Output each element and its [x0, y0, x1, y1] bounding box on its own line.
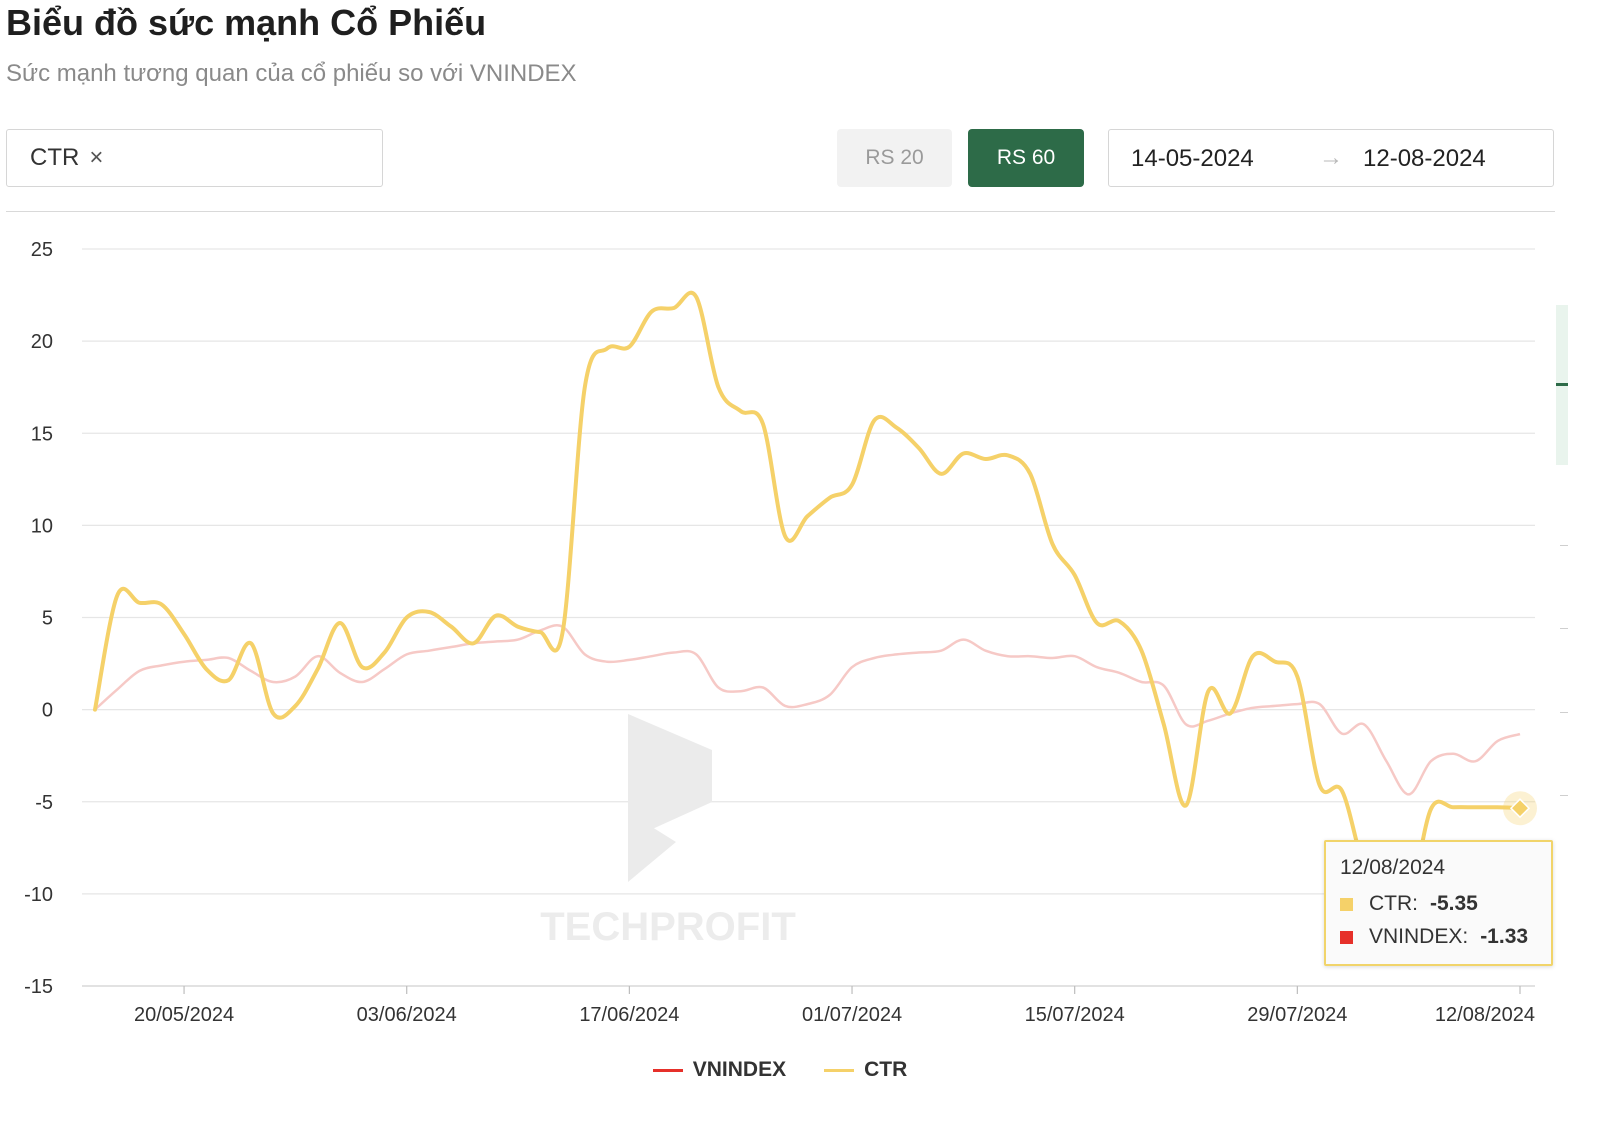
y-tick-label: -15: [24, 976, 53, 998]
rs20-button[interactable]: RS 20: [837, 129, 952, 187]
y-tick-label: 15: [31, 423, 53, 445]
page-subtitle: Sức mạnh tương quan của cổ phiếu so với …: [6, 60, 577, 87]
series-layer: [93, 290, 1522, 917]
rs-line-chart[interactable]: 25 20 15 10 5 0 -5 -10 -15 20/05/2024 03/06/2024 17…: [0, 222, 1560, 1052]
tooltip-value-vnindex: -1.33: [1480, 925, 1529, 948]
chart-tooltip: 12/08/2024 CTR: -5.35 VNINDEX: -1.33: [1324, 840, 1553, 966]
tooltip-date: 12/08/2024: [1340, 856, 1446, 879]
end-date-input[interactable]: 12-08-2024: [1363, 145, 1486, 172]
x-tick-label: 20/05/2024: [134, 1004, 234, 1026]
marker-layer: [1503, 791, 1537, 826]
x-tick-label: 01/07/2024: [802, 1004, 902, 1026]
date-range-picker[interactable]: 14-05-2024 → 12-08-2024: [1108, 129, 1554, 187]
x-tick-label: 29/07/2024: [1247, 1004, 1347, 1026]
side-scroll-thumb[interactable]: [1556, 383, 1568, 386]
tooltip-swatch-vnindex: [1340, 930, 1353, 944]
x-tick-label: 15/07/2024: [1025, 1004, 1125, 1026]
ticker-tag: CTR: [30, 144, 80, 171]
x-tick-label: 12/08/2024: [1435, 1004, 1535, 1026]
series-line-ctr: [93, 290, 1522, 917]
chart-legend: VNINDEX CTR: [0, 1058, 1560, 1082]
tooltip-value-ctr: -5.35: [1430, 892, 1478, 915]
watermark-logo: TECHPROFIT: [540, 714, 796, 949]
rs60-button[interactable]: RS 60: [968, 129, 1084, 187]
x-tick-label: 03/06/2024: [357, 1004, 457, 1026]
y-tick-label: -10: [24, 884, 53, 906]
tooltip-row-vnindex: VNINDEX: -1.33: [1340, 925, 1528, 949]
edge-tick: [1560, 628, 1568, 629]
tooltip-swatch-ctr: [1340, 897, 1353, 911]
y-tick-label: 20: [31, 331, 53, 353]
y-tick-label: 25: [31, 239, 53, 261]
grid-layer: 25 20 15 10 5 0 -5 -10 -15 20/05/2024 03/06/2024 17…: [24, 239, 1535, 1026]
legend-swatch-vnindex: [652, 1068, 683, 1072]
tooltip-label-vnindex: VNINDEX:: [1369, 925, 1469, 948]
edge-tick: [1560, 712, 1568, 713]
tooltip-row-ctr: CTR: -5.35: [1340, 892, 1478, 916]
edge-tick: [1560, 795, 1568, 796]
series-line-vnindex: [94, 624, 1521, 796]
legend-item-ctr[interactable]: CTR: [824, 1058, 907, 1082]
y-tick-label: 5: [42, 608, 53, 630]
tooltip-label-ctr: CTR:: [1369, 892, 1418, 915]
y-tick-label: -5: [35, 792, 53, 814]
ticker-select[interactable]: CTR ×: [6, 129, 383, 187]
y-tick-label: 10: [31, 515, 53, 537]
legend-label-ctr: CTR: [864, 1058, 908, 1081]
arrow-right-icon: →: [1319, 144, 1343, 171]
y-tick-label: 0: [42, 700, 53, 722]
edge-tick: [1560, 545, 1568, 546]
hover-point-ctr: [1509, 798, 1531, 819]
divider: [6, 211, 1555, 212]
legend-swatch-ctr: [824, 1068, 855, 1072]
page-title: Biểu đồ sức mạnh Cổ Phiếu: [6, 2, 487, 43]
watermark-text: TECHPROFIT: [540, 905, 796, 949]
x-tick-label: 17/06/2024: [579, 1004, 679, 1026]
start-date-input[interactable]: 14-05-2024: [1131, 145, 1254, 172]
legend-item-vnindex[interactable]: VNINDEX: [652, 1058, 787, 1082]
legend-label-vnindex: VNINDEX: [692, 1058, 787, 1081]
close-icon[interactable]: ×: [89, 144, 104, 171]
